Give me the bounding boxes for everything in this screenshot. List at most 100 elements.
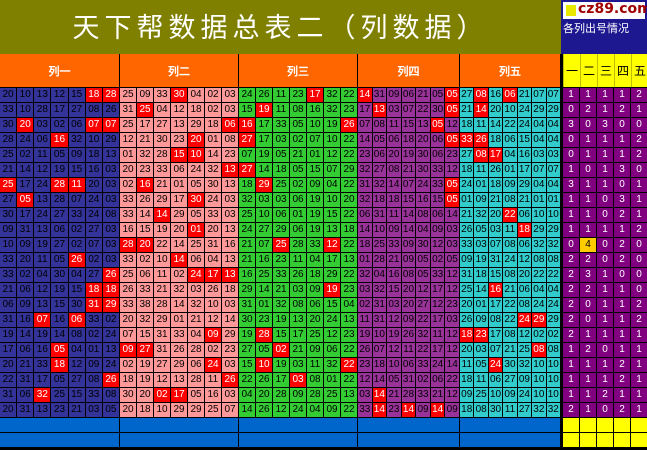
stat-cell: 1 <box>631 208 647 222</box>
grid-cell: 05 <box>188 208 204 222</box>
grid-cell: 07 <box>222 403 238 417</box>
grid-cell: 17 <box>430 313 445 327</box>
stat-cell: 2 <box>631 88 647 102</box>
grid-cell: 07 <box>102 118 119 132</box>
grid-cell: 20 <box>401 283 416 297</box>
grid-cell: 28 <box>290 238 306 252</box>
grid-cell: 27 <box>239 133 255 147</box>
grid-cell: 03 <box>273 193 289 207</box>
grid-cell: 26 <box>460 313 474 327</box>
stat-blank-cell <box>597 433 613 447</box>
grid-cell: 13 <box>222 253 238 267</box>
blank-row <box>0 433 119 447</box>
grid-cell: 17 <box>51 103 68 117</box>
grid-cell: 22 <box>239 373 255 387</box>
stat-cell: 1 <box>614 283 630 297</box>
grid-cell: 25 <box>239 208 255 222</box>
grid-cell: 03 <box>85 403 102 417</box>
grid-cell: 09 <box>503 388 517 402</box>
grid-cell: 31 <box>0 388 17 402</box>
grid-cell: 23 <box>51 403 68 417</box>
grid-cell: 25 <box>0 178 17 192</box>
stat-cell: 1 <box>597 268 613 282</box>
grid-cell: 02 <box>102 313 119 327</box>
grid-cell: 09 <box>68 148 85 162</box>
grid-cell: 19 <box>239 328 255 342</box>
grid-cell: 32 <box>68 133 85 147</box>
grid-cell: 10 <box>503 103 517 117</box>
grid-cell: 06 <box>517 208 532 222</box>
grid-cell: 18 <box>474 268 488 282</box>
grid-cell: 14 <box>171 238 187 252</box>
grid-cell: 22 <box>503 313 517 327</box>
grid-cell: 28 <box>51 178 68 192</box>
grid-cell: 13 <box>34 223 51 237</box>
grid-cell: 21 <box>517 88 532 102</box>
grid-cell: 14 <box>358 223 372 237</box>
stat-cell: 1 <box>631 193 647 207</box>
site-logo[interactable]: cz89.com <box>563 1 647 19</box>
grid-cell: 24 <box>239 223 255 237</box>
grid-cell: 21 <box>0 163 17 177</box>
grid-cell: 02 <box>290 178 306 192</box>
grid-cell: 06 <box>17 388 34 402</box>
grid-cell: 13 <box>222 268 238 282</box>
grid-cell: 25 <box>256 268 272 282</box>
grid-cell: 06 <box>68 313 85 327</box>
grid-cell: 20 <box>188 133 204 147</box>
grid-cell: 07 <box>401 103 416 117</box>
grid-cell: 13 <box>222 223 238 237</box>
grid-cell: 29 <box>102 133 119 147</box>
stat-cell: 1 <box>580 403 596 417</box>
grid-cell: 22 <box>503 208 517 222</box>
stat-cell: 1 <box>580 133 596 147</box>
grid-cell: 30 <box>0 118 17 132</box>
stat-cell: 1 <box>614 88 630 102</box>
grid-cell: 33 <box>307 238 323 252</box>
grid-cell: 27 <box>85 268 102 282</box>
grid-cell: 26 <box>120 283 136 297</box>
grid-cell: 02 <box>68 238 85 252</box>
stat-cell: 1 <box>580 88 596 102</box>
grid-cell: 18 <box>85 283 102 297</box>
grid-cell: 27 <box>416 298 430 312</box>
grid-cell: 10 <box>372 223 387 237</box>
grid-cell: 07 <box>532 88 546 102</box>
grid-cell: 24 <box>239 88 255 102</box>
grid-cell: 09 <box>460 253 474 267</box>
grid-cell: 29 <box>171 208 187 222</box>
grid-cell: 33 <box>0 268 17 282</box>
grid-cell: 12 <box>171 103 187 117</box>
grid-cell: 19 <box>474 253 488 267</box>
grid-cell: 15 <box>68 283 85 297</box>
stat-cell: 2 <box>580 253 596 267</box>
grid-cell: 12 <box>445 118 459 132</box>
grid-cell: 09 <box>460 388 474 402</box>
grid-cell: 14 <box>17 163 34 177</box>
grid-cell: 03 <box>222 103 238 117</box>
grid-cell: 06 <box>188 358 204 372</box>
site-logo-text: cz89.com <box>578 1 647 17</box>
grid-cell: 04 <box>503 148 517 162</box>
grid-cell: 14 <box>372 403 387 417</box>
grid-cell: 27 <box>460 148 474 162</box>
grid-cell: 30 <box>416 148 430 162</box>
grid-cell: 03 <box>546 148 560 162</box>
stat-cell: 1 <box>597 178 613 192</box>
grid-cell: 20 <box>460 343 474 357</box>
grid-cell: 11 <box>503 223 517 237</box>
grid-cell: 02 <box>358 298 372 312</box>
stat-blank-cell <box>563 433 579 447</box>
grid-cell: 15 <box>307 163 323 177</box>
grid-cell: 26 <box>256 373 272 387</box>
grid-cell: 01 <box>460 193 474 207</box>
grid-cell: 08 <box>68 328 85 342</box>
grid-cell: 17 <box>0 343 17 357</box>
grid-cell: 05 <box>17 193 34 207</box>
grid-cell: 11 <box>34 253 51 267</box>
grid-cell: 10 <box>188 148 204 162</box>
grid-cell: 24 <box>517 103 532 117</box>
grid-cell: 18 <box>488 178 503 192</box>
grid-cell: 12 <box>324 148 340 162</box>
stat-cell: 1 <box>580 328 596 342</box>
